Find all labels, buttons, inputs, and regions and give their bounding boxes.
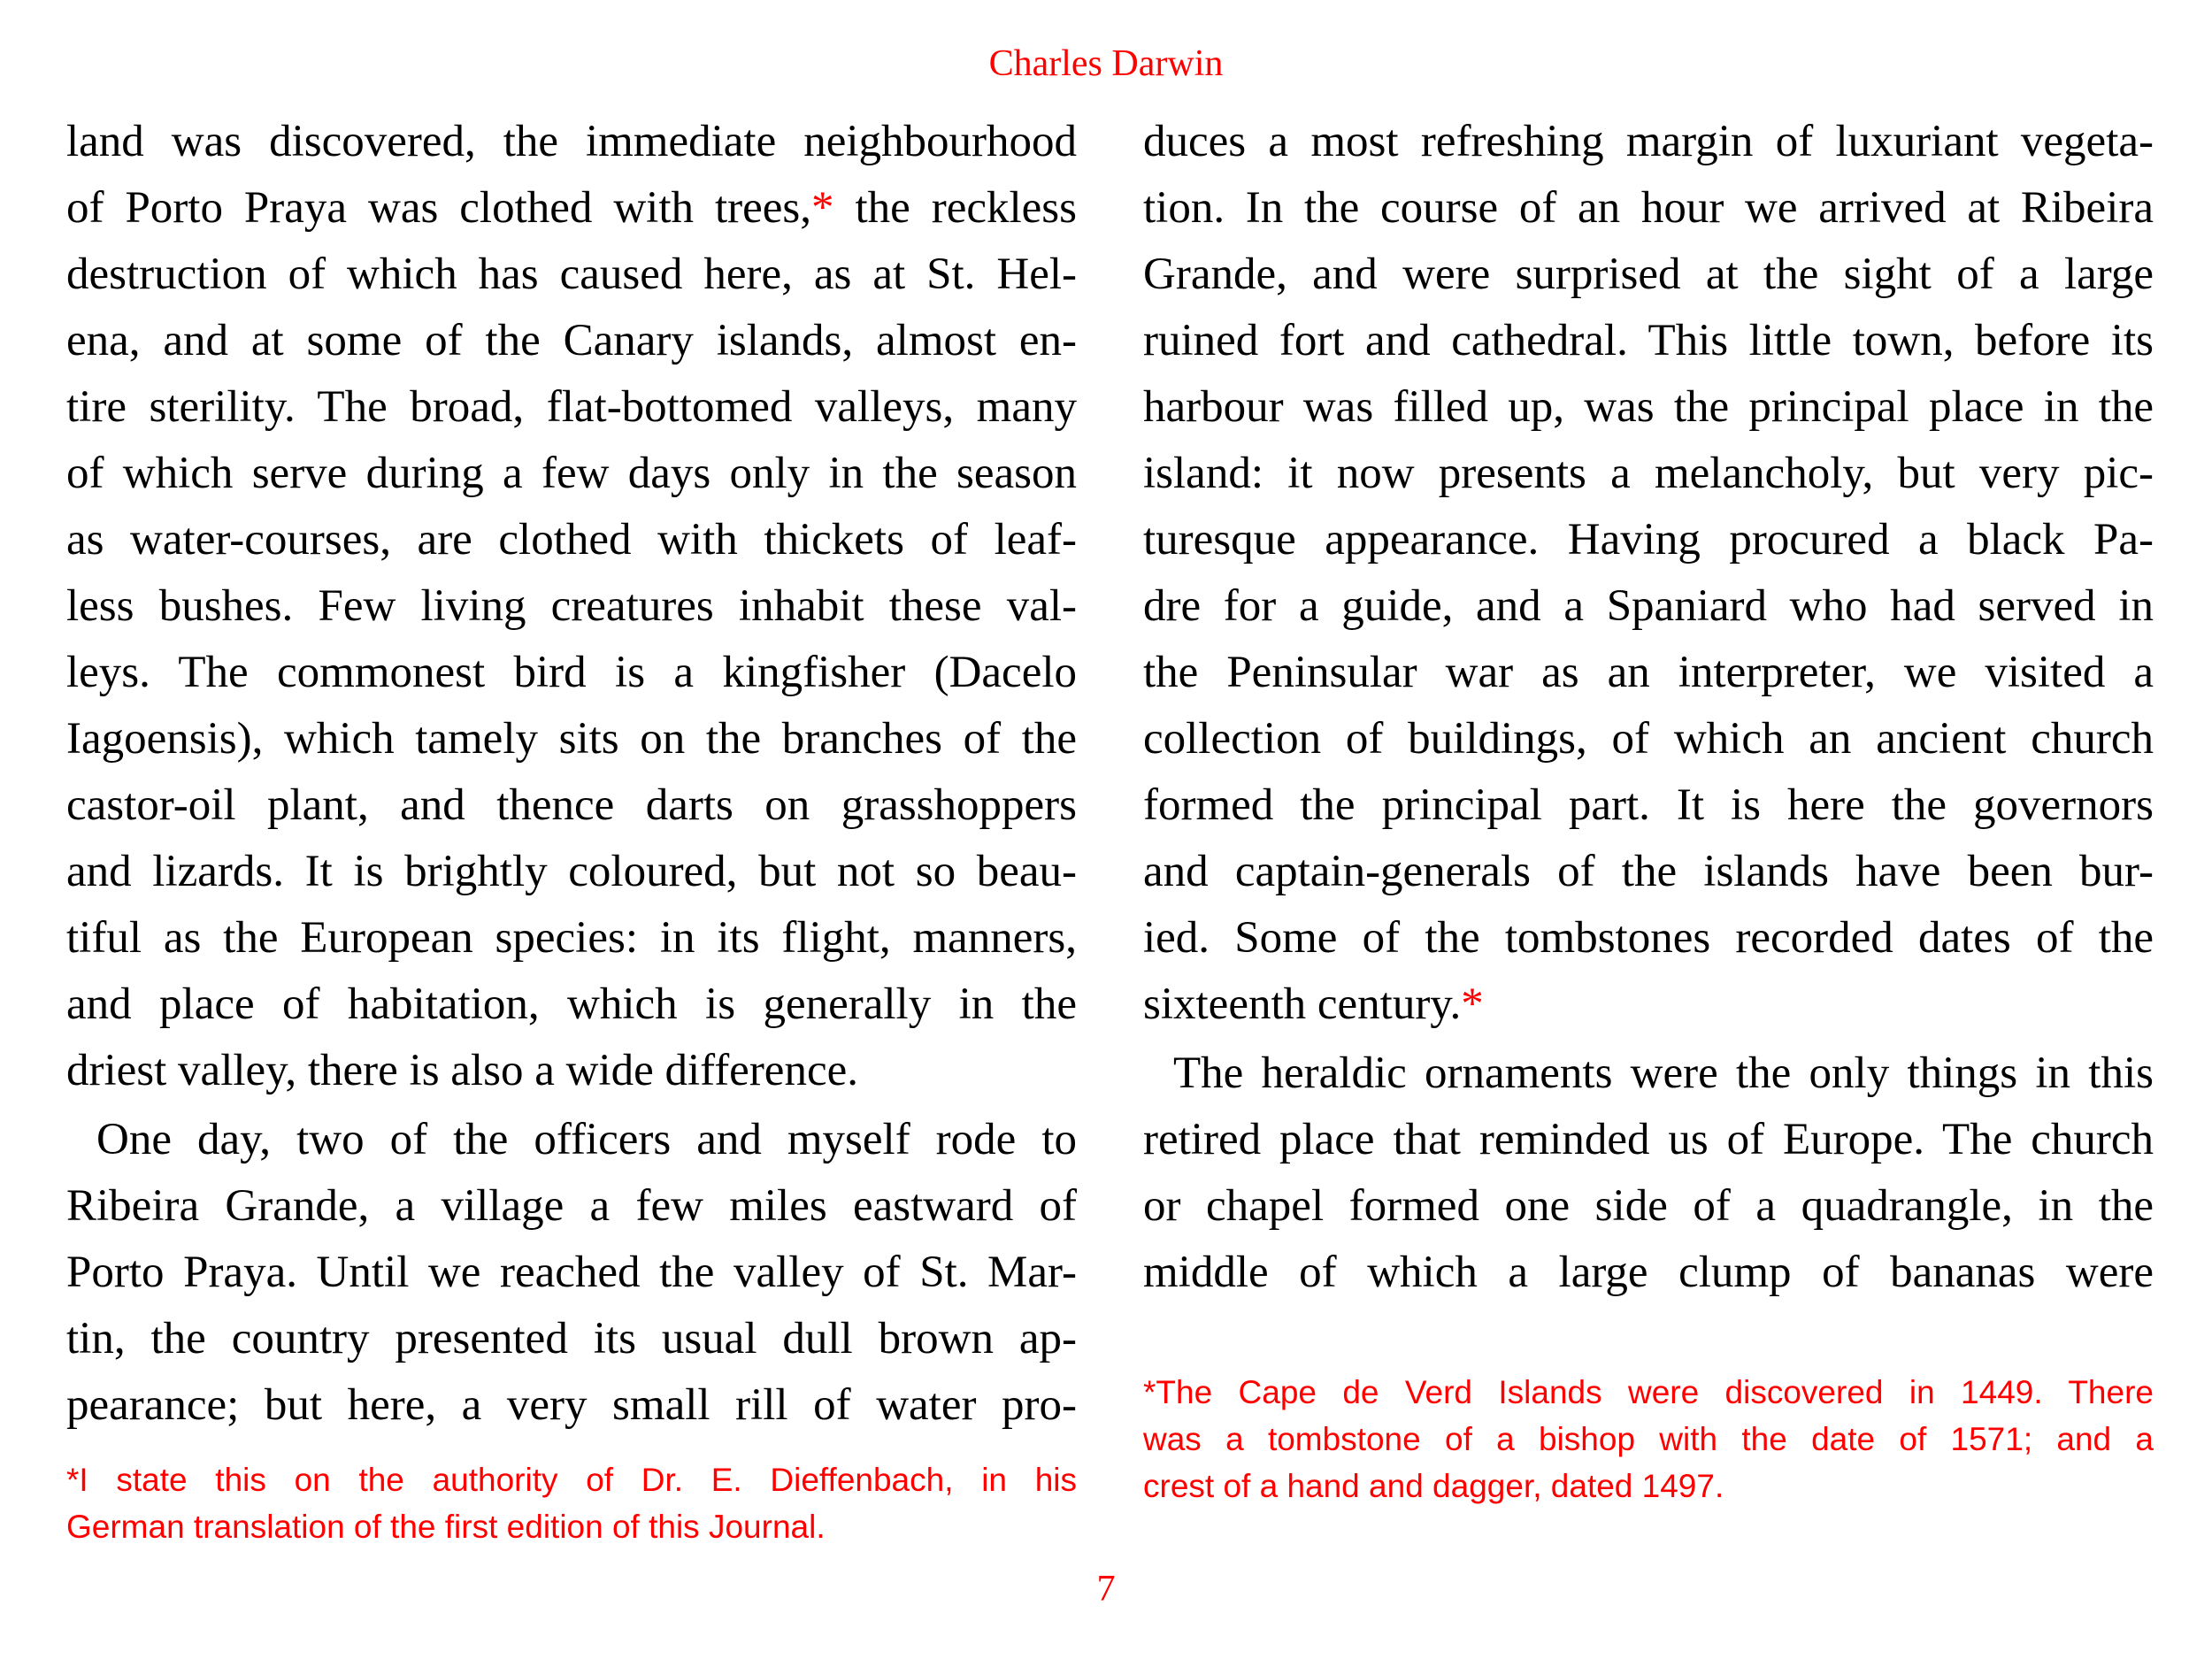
text-line: tire sterility. The broad, flat-bottomed… (66, 374, 1077, 441)
line-text: tiful as the European species: in its fl… (66, 913, 1077, 963)
line-text: of Porto Praya was clothed with trees, (66, 183, 812, 233)
left-text-column: land was discovered, the immediate neigh… (66, 109, 1077, 1439)
line-text: and lizards. It is brightly coloured, bu… (66, 847, 1077, 896)
text-line: or chapel formed one side of a quadrangl… (1143, 1173, 2154, 1240)
text-line: tion. In the course of an hour we arrive… (1143, 175, 2154, 242)
text-line: dre for a guide, and a Spaniard who had … (1143, 573, 2154, 640)
text-line: duces a most refreshing margin of luxuri… (1143, 109, 2154, 175)
text-line: collection of buildings, of which an anc… (1143, 706, 2154, 772)
text-line: driest valley, there is also a wide diff… (66, 1038, 1077, 1104)
line-text: middle of which a large clump of bananas… (1143, 1248, 2154, 1297)
line-text: land was discovered, the immediate neigh… (66, 117, 1077, 166)
line-text: island: it now presents a melancholy, bu… (1143, 449, 2154, 498)
footnote-line: was a tombstone of a bishop with the dat… (1143, 1421, 2154, 1457)
line-text: formed the principal part. It is here th… (1143, 780, 2154, 830)
text-line: tin, the country presented its usual dul… (66, 1306, 1077, 1372)
text-line: and lizards. It is brightly coloured, bu… (66, 839, 1077, 905)
footnote-line: *The Cape de Verd Islands were discovere… (1143, 1374, 2154, 1410)
line-text: Ribeira Grande, a village a few miles ea… (66, 1181, 1077, 1231)
text-line: and place of habitation, which is genera… (66, 972, 1077, 1038)
text-line: land was discovered, the immediate neigh… (66, 109, 1077, 175)
line-text: less bushes. Few living creatures inhabi… (66, 581, 1077, 631)
line-text: collection of buildings, of which an anc… (1143, 714, 2154, 764)
right-footnote: *The Cape de Verd Islands were discovere… (1143, 1369, 2154, 1509)
text-line: of Porto Praya was clothed with trees,* … (66, 175, 1077, 242)
line-text: Porto Praya. Until we reached the valley… (66, 1248, 1077, 1297)
text-line: as water-courses, are clothed with thick… (66, 507, 1077, 573)
line-text: retired place that reminded us of Europe… (1143, 1115, 2154, 1164)
text-line: One day, two of the officers and myself … (66, 1107, 1077, 1173)
line-text: as water-courses, are clothed with thick… (66, 515, 1077, 565)
page-number: 7 (1096, 1569, 1116, 1609)
text-line: Ribeira Grande, a village a few miles ea… (66, 1173, 1077, 1240)
line-text: sixteenth century. (1143, 979, 1462, 1029)
line-text: ruined fort and cathedral. This little t… (1143, 316, 2154, 365)
line-text: pearance; but here, a very small rill of… (66, 1380, 1077, 1430)
line-text: ena, and at some of the Canary islands, … (66, 316, 1077, 365)
line-text: tire sterility. The broad, flat-bottomed… (66, 382, 1077, 432)
text-line: pearance; but here, a very small rill of… (66, 1372, 1077, 1439)
text-line: tiful as the European species: in its fl… (66, 905, 1077, 972)
text-line: and captain-generals of the islands have… (1143, 839, 2154, 905)
text-line: Grande, and were surprised at the sight … (1143, 242, 2154, 308)
text-line: The heraldic ornaments were the only thi… (1143, 1041, 2154, 1107)
text-line: castor-oil plant, and thence darts on gr… (66, 772, 1077, 839)
running-header: Charles Darwin (988, 43, 1224, 84)
line-text: the reckless (833, 183, 1077, 233)
line-text: The heraldic ornaments were the only thi… (1173, 1048, 2154, 1098)
line-text: driest valley, there is also a wide diff… (66, 1046, 858, 1095)
line-text: the Peninsular war as an interpreter, we… (1143, 648, 2154, 697)
line-text: Grande, and were surprised at the sight … (1143, 250, 2154, 299)
footnote-line: crest of a hand and dagger, dated 1497. (1143, 1468, 1724, 1504)
paragraph: land was discovered, the immediate neigh… (66, 109, 1077, 1104)
text-line: retired place that reminded us of Europe… (1143, 1107, 2154, 1173)
line-text: or chapel formed one side of a quadrangl… (1143, 1181, 2154, 1231)
text-line: ruined fort and cathedral. This little t… (1143, 308, 2154, 374)
text-line: Porto Praya. Until we reached the valley… (66, 1240, 1077, 1306)
footnote-line: *I state this on the authority of Dr. E.… (66, 1462, 1077, 1498)
line-text: of which serve during a few days only in… (66, 449, 1077, 498)
line-text: and captain-generals of the islands have… (1143, 847, 2154, 896)
text-line: Iagoensis), which tamely sits on the bra… (66, 706, 1077, 772)
footnote-marker: * (1461, 979, 1484, 1029)
line-text: castor-oil plant, and thence darts on gr… (66, 780, 1077, 830)
left-footnote: *I state this on the authority of Dr. E.… (66, 1456, 1077, 1550)
footnote-line: German translation of the first edition … (66, 1509, 826, 1545)
text-line: middle of which a large clump of bananas… (1143, 1240, 2154, 1306)
line-text: destruction of which has caused here, as… (66, 250, 1077, 299)
paragraph: One day, two of the officers and myself … (66, 1107, 1077, 1439)
paragraph: The heraldic ornaments were the only thi… (1143, 1041, 2154, 1306)
text-line: ied. Some of the tombstones recorded dat… (1143, 905, 2154, 972)
line-text: harbour was filled up, was the principal… (1143, 382, 2154, 432)
text-line: ena, and at some of the Canary islands, … (66, 308, 1077, 374)
text-line: harbour was filled up, was the principal… (1143, 374, 2154, 441)
text-line: less bushes. Few living creatures inhabi… (66, 573, 1077, 640)
text-line: sixteenth century.* (1143, 972, 2154, 1038)
line-text: One day, two of the officers and myself … (96, 1115, 1077, 1164)
line-text: and place of habitation, which is genera… (66, 979, 1077, 1029)
text-line: turesque appearance. Having procured a b… (1143, 507, 2154, 573)
paragraph: duces a most refreshing margin of luxuri… (1143, 109, 2154, 1038)
line-text: tion. In the course of an hour we arrive… (1143, 183, 2154, 233)
text-line: the Peninsular war as an interpreter, we… (1143, 640, 2154, 706)
line-text: Iagoensis), which tamely sits on the bra… (66, 714, 1077, 764)
right-text-column: duces a most refreshing margin of luxuri… (1143, 109, 2154, 1306)
line-text: dre for a guide, and a Spaniard who had … (1143, 581, 2154, 631)
text-line: of which serve during a few days only in… (66, 441, 1077, 507)
text-line: leys. The commonest bird is a kingfisher… (66, 640, 1077, 706)
line-text: leys. The commonest bird is a kingfisher… (66, 648, 1077, 697)
line-text: turesque appearance. Having procured a b… (1143, 515, 2154, 565)
line-text: tin, the country presented its usual dul… (66, 1314, 1077, 1363)
text-line: formed the principal part. It is here th… (1143, 772, 2154, 839)
footnote-marker: * (811, 183, 834, 233)
line-text: ied. Some of the tombstones recorded dat… (1143, 913, 2154, 963)
line-text: duces a most refreshing margin of luxuri… (1143, 117, 2154, 166)
text-line: destruction of which has caused here, as… (66, 242, 1077, 308)
text-line: island: it now presents a melancholy, bu… (1143, 441, 2154, 507)
